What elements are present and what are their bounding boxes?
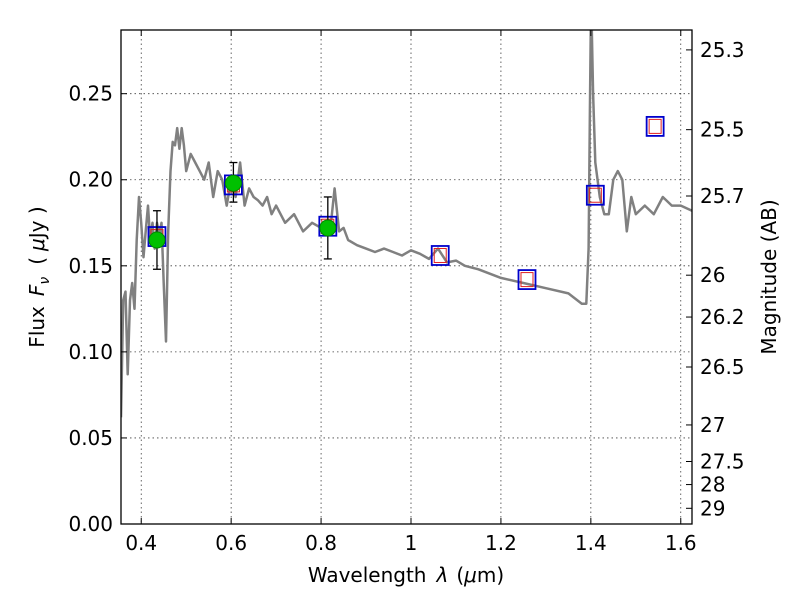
bandpass-marker-outer	[517, 269, 537, 290]
y2-tick-label: 25.3	[700, 38, 745, 62]
y2-tick-label: 28	[700, 473, 725, 497]
observed-point	[224, 174, 242, 192]
y2-tick-label: 25.5	[700, 118, 745, 142]
y-tick-label: 0.05	[68, 426, 113, 450]
bandpass-marker-outer	[430, 245, 450, 266]
sed-model-line	[121, 30, 692, 418]
bandpass-marker-outer	[645, 115, 665, 137]
x-tick-label: 1.2	[485, 531, 517, 555]
plot-frame	[120, 29, 693, 525]
y-axis-label: FluxFν(μJy )	[25, 206, 53, 347]
y2-axis-label: Magnitude (AB)	[757, 199, 781, 354]
bandpass-marker-inner	[433, 247, 447, 263]
y-tick-label: 0.10	[68, 340, 113, 364]
y2-tick-label: 26	[700, 263, 725, 287]
y-tick-label: 0.20	[68, 168, 113, 192]
bandpass-marker-inner	[648, 118, 662, 134]
x-axis-label: Wavelength λ (μm)	[308, 563, 504, 587]
x-tick-label: 0.6	[215, 531, 247, 555]
plot-background	[121, 30, 692, 524]
y-axis-ticks: 0.00 0.05 0.10 0.15 0.20 0.25	[68, 82, 127, 536]
y2-tick-label: 26.5	[700, 355, 745, 379]
x-tick-label: 1	[405, 531, 418, 555]
observed-point	[319, 219, 337, 237]
x-tick-label: 1.4	[575, 531, 607, 555]
observed-point	[148, 231, 166, 249]
observed-flux-points	[148, 161, 337, 270]
x-tick-label: 0.8	[305, 531, 337, 555]
y2-tick-label: 25.7	[700, 184, 745, 208]
y-tick-label: 0.15	[68, 254, 113, 278]
x-tick-label: 1.6	[665, 531, 697, 555]
sed-model-line-group	[121, 30, 692, 418]
y2-tick-label: 26.2	[700, 305, 745, 329]
y-tick-label: 0.00	[68, 512, 113, 536]
bandpass-marker-inner	[520, 272, 534, 288]
y2-tick-label: 27	[700, 413, 725, 437]
bandpass-marker-outer	[585, 184, 605, 206]
y2-tick-label: 29	[700, 496, 725, 520]
bandpass-marker-inner	[588, 187, 602, 203]
y2-tick-label: 27.5	[700, 450, 745, 474]
y-tick-label: 0.25	[68, 82, 113, 106]
x-tick-label: 0.4	[125, 531, 157, 555]
x-axis-ticks: 0.4 0.6 0.8 1 1.2 1.4 1.6	[125, 30, 697, 555]
